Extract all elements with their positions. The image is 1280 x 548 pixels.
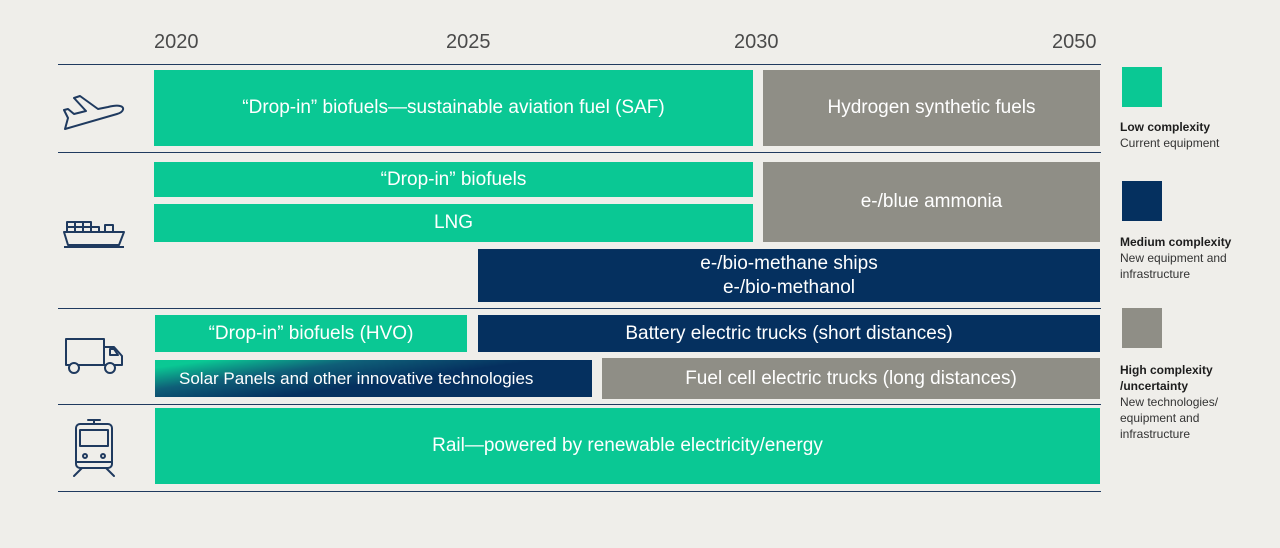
row-divider bbox=[58, 152, 1101, 153]
year-2030: 2030 bbox=[734, 31, 779, 53]
lng-bar: LNG bbox=[154, 204, 753, 242]
year-2020: 2020 bbox=[154, 31, 199, 53]
row-divider bbox=[58, 404, 1101, 405]
shipping-biofuels-bar: “Drop-in” biofuels bbox=[154, 162, 753, 197]
year-2025: 2025 bbox=[446, 31, 491, 53]
battery-trucks-bar: Battery electric trucks (short distances… bbox=[478, 315, 1100, 352]
legend-high-title-1: High complexity bbox=[1120, 363, 1213, 377]
row-divider bbox=[58, 491, 1101, 492]
methane-methanol-bar: e-/bio-methane ships e-/bio-methanol bbox=[478, 249, 1100, 302]
methanol-label: e-/bio-methanol bbox=[722, 276, 856, 298]
row-divider bbox=[58, 64, 1101, 65]
row-divider bbox=[58, 308, 1101, 309]
legend-medium-swatch bbox=[1122, 181, 1162, 221]
train-icon bbox=[68, 418, 120, 483]
saf-bar: “Drop-in” biofuels—sustainable aviation … bbox=[154, 70, 753, 146]
legend-high-title-2: /uncertainty bbox=[1120, 379, 1189, 393]
legend-low-swatch bbox=[1122, 67, 1162, 107]
hydrogen-fuels-bar: Hydrogen synthetic fuels bbox=[763, 70, 1100, 146]
legend-low-title: Low complexity bbox=[1120, 120, 1211, 134]
methane-ships-label: e-/bio-methane ships bbox=[700, 252, 878, 274]
legend-high-swatch bbox=[1122, 308, 1162, 348]
truck-icon bbox=[62, 334, 126, 381]
legend-low-desc: Current equipment bbox=[1120, 136, 1220, 150]
legend-medium-desc: New equipment and infrastructure bbox=[1120, 251, 1227, 281]
cargo-ship-icon bbox=[62, 214, 126, 253]
year-2050: 2050 bbox=[1052, 31, 1097, 53]
fuel-cell-trucks-bar: Fuel cell electric trucks (long distance… bbox=[602, 358, 1100, 399]
airplane-icon bbox=[62, 92, 126, 137]
rail-bar: Rail—powered by renewable electricity/en… bbox=[155, 408, 1100, 484]
hvo-bar: “Drop-in” biofuels (HVO) bbox=[155, 315, 467, 352]
solar-panels-bar: Solar Panels and other innovative techno… bbox=[155, 360, 592, 397]
ammonia-bar: e-/blue ammonia bbox=[763, 162, 1100, 242]
legend-medium-title: Medium complexity bbox=[1120, 235, 1232, 249]
legend-high-desc: New technologies/ equipment and infrastr… bbox=[1120, 395, 1219, 441]
